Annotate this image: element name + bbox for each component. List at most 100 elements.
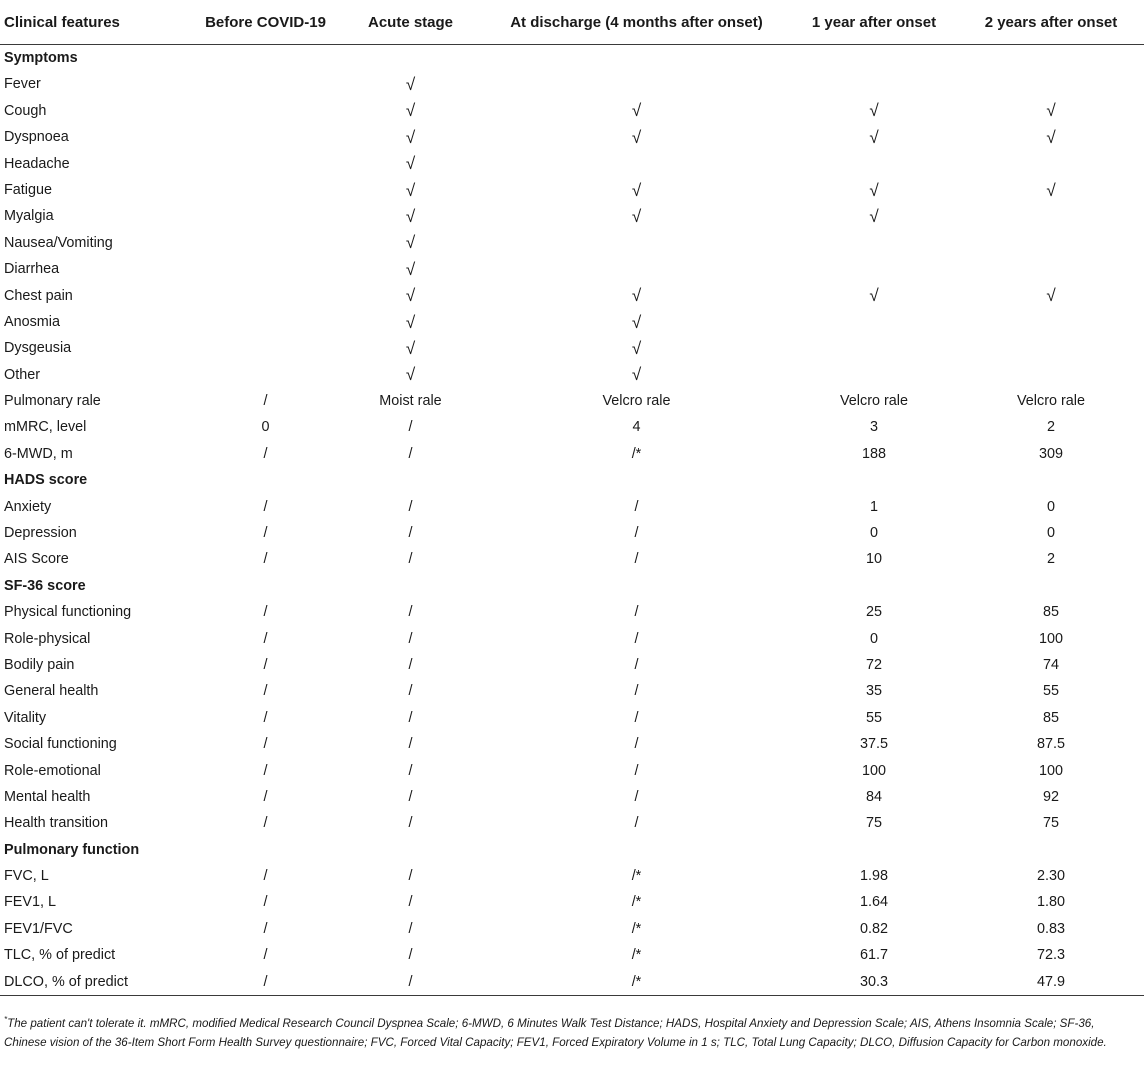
row-label: Health transition (4, 815, 108, 832)
table-cell: 72.3 (1036, 947, 1065, 964)
header-row: Clinical features Before COVID-19 Acute … (0, 0, 1144, 45)
table-cell (338, 837, 483, 863)
row-label: Nausea/Vomiting (4, 234, 113, 251)
table-cell: / (263, 393, 268, 410)
table-cell: / (408, 762, 413, 779)
table-cell: 72 (865, 656, 882, 673)
table-row: Bodily pain / / / 72 74 (0, 652, 1144, 678)
table-row: Role-physical / / / 0 100 (0, 626, 1144, 652)
table-cell: √ (405, 312, 416, 332)
table-row: Diarrhea √ (0, 256, 1144, 282)
row-label: Role-physical (4, 630, 91, 647)
table-cell: 100 (1038, 762, 1063, 779)
table-cell (338, 467, 483, 493)
table-cell: 2.30 (1036, 868, 1065, 885)
table-row: Role-emotional / / / 100 100 (0, 758, 1144, 784)
table-cell: 75 (1042, 815, 1059, 832)
table-cell (483, 256, 790, 282)
table-row: 6-MWD, m / / /* 188 309 (0, 441, 1144, 467)
table-row: Anxiety / / / 1 0 (0, 494, 1144, 520)
table-row: Headache √ (0, 151, 1144, 177)
row-label: TLC, % of predict (4, 947, 116, 964)
table-cell: /* (483, 968, 790, 997)
table-cell (193, 362, 338, 388)
footnote-marker: * (4, 1015, 8, 1025)
row-label: AIS Score (4, 551, 69, 568)
row-label: Bodily pain (4, 656, 75, 673)
header-acute-stage: Acute stage (338, 0, 483, 45)
table-cell: / (634, 525, 639, 542)
table-cell (193, 256, 338, 282)
table-cell: / (408, 947, 413, 964)
table-cell: / (263, 815, 268, 832)
table-row: Pulmonary rale / Moist rale Velcro rale Velc… (0, 388, 1144, 414)
row-label: 6-MWD, m (4, 445, 73, 462)
table-row: Health transition / / / 75 75 (0, 810, 1144, 836)
table-row: Cough √ √ √ √ (0, 98, 1144, 124)
table-row: Dyspnoea √ √ √ √ (0, 124, 1144, 150)
row-label: Depression (4, 525, 77, 542)
table-row: TLC, % of predict / / /* 61.7 72.3 (0, 942, 1144, 968)
table-cell: / (634, 630, 639, 647)
table-cell (790, 230, 958, 256)
table-cell (483, 71, 790, 97)
table-cell: √ (631, 180, 642, 200)
table-cell: √ (869, 127, 879, 147)
table-cell (483, 230, 790, 256)
table-row: Other √ √ (0, 362, 1144, 388)
table-cell: / (408, 815, 413, 832)
table-cell: 1.98 (859, 868, 888, 885)
table-cell: 85 (1042, 604, 1059, 621)
table-cell: √ (1046, 101, 1056, 121)
table-cell: / (634, 683, 639, 700)
row-label: Headache (4, 155, 70, 172)
table-cell: / (408, 894, 413, 911)
table-cell: / (263, 656, 268, 673)
section-header-row: Symptoms (0, 45, 1144, 72)
table-cell: √ (631, 365, 642, 385)
table-cell: 55 (1042, 683, 1059, 700)
table-cell: /* (631, 894, 642, 911)
table-cell: /* (631, 868, 642, 885)
table-cell: 35 (865, 683, 882, 700)
table-cell: 100 (861, 762, 886, 779)
table-cell: √ (405, 365, 416, 385)
header-2-years: 2 years after onset (958, 0, 1144, 45)
row-label: Diarrhea (4, 261, 60, 278)
table-cell: 37.5 (859, 736, 888, 753)
table-cell (193, 45, 338, 72)
table-cell: √ (405, 207, 416, 227)
table-cell: √ (631, 101, 642, 121)
row-label: FEV1, L (4, 894, 56, 911)
row-label: mMRC, level (4, 419, 87, 436)
section-header-row: HADS score (0, 467, 1144, 493)
table-cell: / (263, 551, 268, 568)
table-cell: / (408, 445, 413, 462)
row-label: Social functioning (4, 736, 117, 753)
table-cell: / (338, 968, 483, 997)
table-cell: √ (631, 286, 642, 306)
table-cell (483, 151, 790, 177)
table-cell: Moist rale (379, 393, 442, 410)
table-cell: 0 (1046, 525, 1055, 542)
header-before-covid: Before COVID-19 (193, 0, 338, 45)
table-cell: / (408, 683, 413, 700)
table-cell (790, 45, 958, 72)
table-row: Mental health / / / 84 92 (0, 784, 1144, 810)
row-label: Vitality (4, 709, 47, 726)
table-cell (958, 467, 1144, 493)
row-label: Cough (4, 102, 47, 119)
table-row: Fever √ (0, 71, 1144, 97)
table-cell (193, 573, 338, 599)
header-at-discharge: At discharge (4 months after onset) (483, 0, 790, 45)
table-cell (958, 71, 1144, 97)
table-cell: /* (631, 947, 642, 964)
section-label: SF-36 score (4, 577, 86, 594)
table-cell: √ (405, 101, 416, 121)
table-cell (790, 151, 958, 177)
table-row: Vitality / / / 55 85 (0, 705, 1144, 731)
table-cell: 1.80 (1036, 894, 1065, 911)
table-cell: / (263, 947, 268, 964)
table-cell: √ (631, 312, 642, 332)
table-cell: 0 (869, 630, 878, 647)
